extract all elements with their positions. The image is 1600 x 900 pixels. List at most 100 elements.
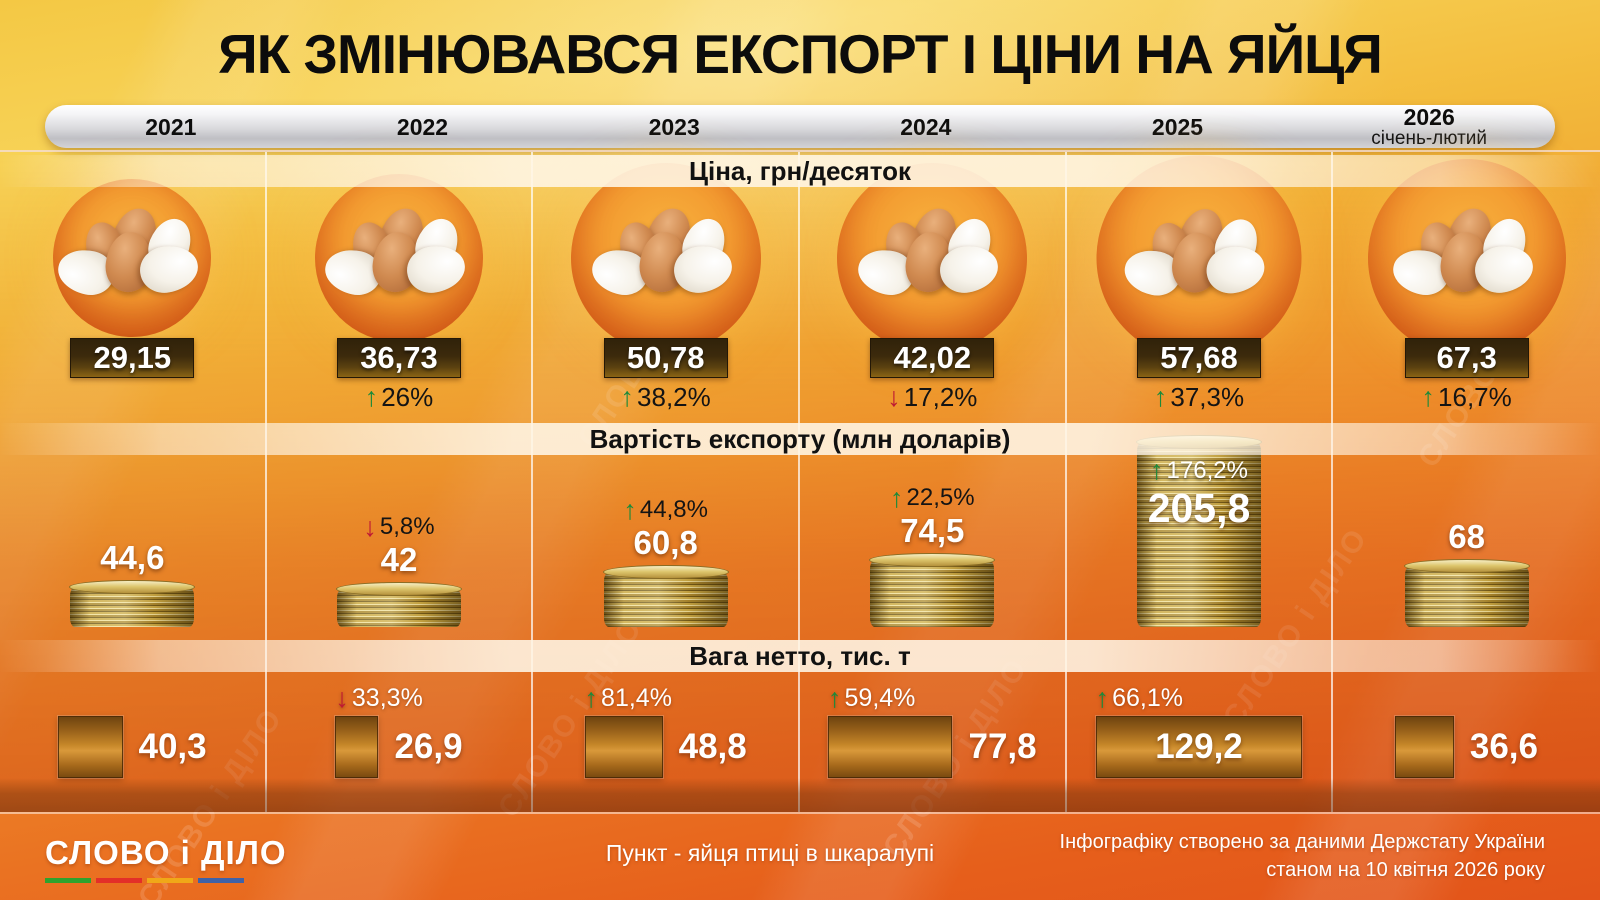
underline-segment-green [45, 878, 91, 883]
source-credit: Інфографіку створено за даними Держстату… [1060, 828, 1545, 884]
price-value: 36,73 [360, 340, 438, 375]
coin-stack [1389, 558, 1544, 637]
weight-bar [58, 716, 123, 778]
underline-segment-red [96, 878, 142, 883]
weight-change: ↓ 33,3% [335, 680, 422, 716]
trend-arrow-icon: ↑ [1095, 682, 1110, 713]
price-change: ↓ 17,2% [800, 382, 1065, 413]
weight-value: 40,3 [138, 727, 207, 766]
export-change: ↑ 22,5% [890, 484, 975, 512]
bottom-shade-strip [0, 778, 1600, 812]
weight-cell: 40,3 [0, 634, 265, 812]
page-title: ЯК ЗМІНЮВАВСЯ ЕКСПОРТ І ЦІНИ НА ЯЙЦЯ [218, 23, 1383, 85]
weight-change [58, 680, 61, 716]
column-2024: 42,02 ↓ 17,2% ↑ 22,5% 74,5 ↑ 59,4% 77,8 [800, 152, 1067, 812]
weight-row: 77,8 [828, 716, 1037, 778]
export-value: 60,8 [633, 524, 698, 562]
price-value: 67,3 [1436, 340, 1497, 375]
trend-arrow-icon: ↑ [623, 494, 637, 525]
weight-value: 48,8 [678, 727, 747, 766]
price-value: 42,02 [893, 340, 972, 375]
trend-arrow-icon: ↑ [364, 382, 379, 412]
trend-arrow-icon: ↑ [1421, 382, 1436, 412]
weight-change: ↑ 66,1% [1096, 680, 1183, 716]
underline-segment-yellow [147, 878, 193, 883]
weight-change [1395, 680, 1398, 716]
weight-group: ↓ 33,3% 26,9 [335, 680, 463, 778]
brand-logo-text: СЛОВО і ДІЛО [45, 834, 287, 871]
trend-arrow-icon: ↑ [1150, 455, 1164, 486]
column-2023: 50,78 ↑ 38,2% ↑ 44,8% 60,8 ↑ 81,4% 48,8 [533, 152, 800, 812]
price-change: ↑ 26% [267, 382, 532, 413]
egg-cluster [854, 202, 1002, 304]
column-2022: 36,73 ↑ 26% ↓ 5,8% 42 ↓ 33,3% 26,9 [267, 152, 534, 812]
section-header-weight: Вага нетто, тис. т [0, 640, 1600, 672]
trend-arrow-icon: ↑ [1153, 382, 1168, 412]
year-label-2021: 2021 [145, 113, 197, 140]
export-labels: ↑ 176,2% 205,8 [1067, 457, 1332, 532]
export-value: 68 [1448, 517, 1486, 555]
eggs-photo [1096, 155, 1302, 361]
price-value-badge: 42,02 [870, 338, 995, 378]
weight-change-pct: 81,4% [601, 683, 672, 712]
year-label-2023: 2023 [648, 113, 700, 140]
section-header-price: Ціна, грн/десяток [0, 155, 1600, 187]
year-label-2025: 2025 [1151, 113, 1204, 140]
weight-row: 48,8 [584, 716, 747, 778]
egg-cluster [1388, 202, 1537, 304]
price-cell: 29,15 [0, 152, 265, 417]
export-change-pct: 5,8% [379, 513, 435, 541]
weight-group: 36,6 [1395, 680, 1538, 778]
price-value-badge: 36,73 [336, 338, 461, 378]
price-cell: 42,02 ↓ 17,2% [800, 152, 1065, 417]
export-labels: ↑ 22,5% 74,5 [890, 484, 975, 550]
export-cell: ↑ 22,5% 74,5 [800, 417, 1065, 637]
source-credit-line1: Інфографіку створено за даними Держстату… [1059, 831, 1545, 853]
trend-arrow-icon: ↑ [584, 682, 599, 713]
price-change: ↑ 38,2% [533, 382, 798, 413]
weight-value: 36,6 [1469, 727, 1538, 766]
price-value-badge: 57,68 [1136, 338, 1261, 378]
price-change: ↑ 16,7% [1333, 382, 1600, 413]
weight-bar [1095, 716, 1303, 778]
price-cell: 67,3 ↑ 16,7% [1333, 152, 1600, 417]
weight-cell: ↓ 33,3% 26,9 [267, 634, 532, 812]
export-labels: ↓ 5,8% 42 [363, 513, 434, 579]
price-value: 29,15 [93, 340, 172, 375]
section-header-export: Вартість експорту (млн доларів) [0, 423, 1600, 455]
egg-cluster [54, 202, 202, 304]
coin-stack [855, 552, 1010, 637]
price-change-pct: 17,2% [903, 382, 978, 412]
egg-cluster [1121, 202, 1269, 304]
weight-cell: ↑ 59,4% 77,8 [800, 634, 1065, 812]
export-labels: 68 [1448, 518, 1485, 556]
weight-group: ↑ 81,4% 48,8 [584, 680, 747, 778]
price-cell: 57,68 ↑ 37,3% [1067, 152, 1332, 417]
export-change-pct: 22,5% [906, 484, 975, 512]
weight-row: 26,9 [335, 716, 463, 778]
export-cell: 68 [1333, 417, 1600, 637]
export-change: ↑ 176,2% [1150, 457, 1248, 485]
weight-value: 129,2 [1155, 727, 1243, 766]
coin-stack [588, 565, 743, 636]
export-value: 44,6 [100, 538, 165, 576]
brand-logo-underline [45, 878, 287, 883]
weight-bar [584, 716, 663, 778]
brand-logo: СЛОВО і ДІЛО [45, 834, 287, 883]
footnote: Пункт - яйця птиці в шкаралупі [605, 840, 935, 866]
weight-change-pct: 33,3% [351, 683, 423, 712]
price-change-pct: 37,3% [1170, 382, 1245, 412]
price-value-badge: 50,78 [603, 338, 728, 378]
weight-cell: ↑ 81,4% 48,8 [533, 634, 798, 812]
column-2021: 29,15 44,6 40,3 [0, 152, 267, 812]
weight-row: 36,6 [1395, 716, 1538, 778]
weight-cell: ↑ 66,1% 129,2 [1067, 634, 1332, 812]
egg-cluster [587, 202, 736, 304]
eggs-photo [570, 163, 761, 353]
trend-arrow-icon: ↓ [887, 382, 901, 412]
source-credit-line2: станом на 10 квітня 2026 року [1266, 859, 1545, 881]
data-grid: 29,15 44,6 40,3 [0, 150, 1600, 814]
coin-stack [55, 579, 210, 637]
column-2026: 67,3 ↑ 16,7% 68 36,6 [1333, 152, 1600, 812]
